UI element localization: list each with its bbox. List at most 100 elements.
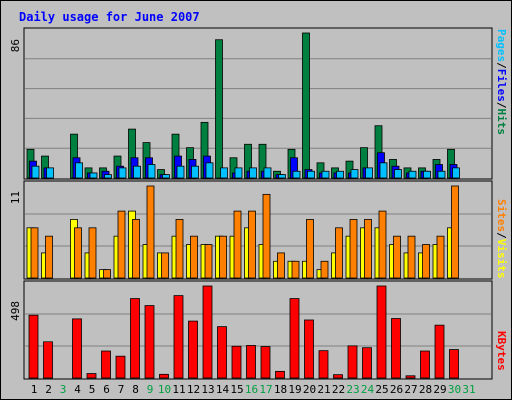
- panel2-legend: Sites/Visits: [495, 199, 508, 279]
- panel1-legend: Pages/Files/Hits: [495, 29, 508, 135]
- x-tick-label-21: 21: [317, 383, 330, 396]
- x-axis-labels: 1 2 3 4 5 6 7 8 9 10 11 12 13 14 15 16 17 18 19 20 21 22 23 24 2…: [31, 383, 476, 396]
- legend-separator: /: [495, 102, 508, 109]
- bar-kbytes-day-30: [449, 349, 459, 379]
- bar-kbytes-day-2: [43, 341, 53, 379]
- bar-pages-day-4: [75, 162, 83, 179]
- bar-pages-day-7: [118, 167, 127, 179]
- x-tick-label-7: 7: [118, 383, 125, 396]
- bar-pages-day-21: [321, 170, 330, 179]
- x-tick-label-22: 22: [332, 383, 345, 396]
- chart-title: Daily usage for June 2007: [19, 10, 200, 24]
- x-tick-label-4: 4: [74, 383, 81, 396]
- bar-pages-day-17: [263, 167, 272, 179]
- chart-panels: [23, 27, 493, 380]
- bar-pages-day-18: [278, 174, 286, 179]
- bar-pages-day-19: [292, 170, 301, 179]
- panel3-ymax-label: 498: [9, 301, 22, 321]
- bar-sites-day-14: [219, 235, 227, 279]
- panel-kbytes: [23, 280, 493, 380]
- bar-pages-day-12: [191, 165, 199, 179]
- x-tick-label-3: 3: [60, 383, 67, 396]
- bar-sites-day-9: [146, 185, 155, 279]
- x-tick-label-8: 8: [132, 383, 139, 396]
- bar-sites-day-7: [117, 210, 126, 279]
- bar-sites-day-15: [233, 210, 242, 279]
- bar-kbytes-day-28: [420, 350, 430, 379]
- bar-sites-day-2: [45, 235, 53, 279]
- bar-kbytes-day-10: [159, 373, 169, 379]
- bar-pages-day-29: [437, 170, 446, 179]
- bar-kbytes-day-8: [130, 298, 140, 379]
- bar-kbytes-day-13: [202, 285, 213, 379]
- bar-kbytes-day-29: [434, 324, 445, 379]
- legend-pages: Pages: [495, 29, 508, 62]
- legend-hits: Hits: [495, 109, 508, 136]
- bar-sites-day-8: [132, 219, 140, 279]
- bar-pages-day-20: [307, 170, 315, 179]
- x-tick-label-30: 30: [448, 383, 461, 396]
- x-tick-label-18: 18: [274, 383, 287, 396]
- bar-kbytes-day-7: [115, 355, 126, 379]
- bar-kbytes-day-5: [86, 373, 97, 379]
- bar-kbytes-day-9: [144, 305, 155, 379]
- bar-sites-day-11: [175, 219, 184, 279]
- legend-sites: Sites: [495, 199, 508, 232]
- x-tick-label-13: 13: [201, 383, 214, 396]
- bar-kbytes-day-11: [173, 295, 184, 379]
- bar-pages-day-24: [365, 167, 373, 179]
- bar-hits-day-14: [215, 39, 223, 179]
- bar-hits-day-20: [302, 32, 310, 179]
- bar-sites-day-28: [422, 244, 430, 279]
- bar-pages-day-13: [205, 162, 214, 179]
- bar-pages-day-10: [162, 174, 170, 179]
- bar-sites-day-19: [291, 260, 300, 279]
- bar-pages-day-15: [234, 167, 243, 179]
- bar-kbytes-day-16: [246, 345, 256, 379]
- bar-pages-day-23: [350, 169, 359, 179]
- x-tick-label-29: 29: [433, 383, 446, 396]
- bar-pages-day-2: [46, 167, 54, 179]
- bar-kbytes-day-26: [391, 318, 401, 379]
- x-tick-label-14: 14: [216, 383, 230, 396]
- bar-kbytes-day-24: [362, 347, 372, 379]
- x-tick-label-24: 24: [361, 383, 375, 396]
- bar-pages-day-11: [176, 165, 185, 179]
- panel3-legend: KBytes: [495, 331, 508, 371]
- x-tick-label-27: 27: [404, 383, 417, 396]
- bar-sites-day-30: [451, 185, 459, 279]
- legend-separator: /: [495, 232, 508, 239]
- x-tick-label-19: 19: [288, 383, 301, 396]
- bar-sites-day-17: [262, 193, 271, 279]
- x-tick-label-20: 20: [303, 383, 316, 396]
- bar-sites-day-12: [190, 235, 198, 279]
- x-tick-label-6: 6: [103, 383, 110, 396]
- bar-pages-day-5: [89, 172, 98, 179]
- x-tick-label-11: 11: [172, 383, 185, 396]
- bar-sites-day-1: [30, 227, 39, 279]
- panel2-ymax-label: 11: [9, 191, 22, 204]
- bar-kbytes-day-22: [333, 374, 343, 379]
- bar-sites-day-18: [277, 252, 285, 279]
- bar-pages-day-28: [423, 170, 431, 179]
- x-tick-label-28: 28: [419, 383, 432, 396]
- bar-sites-day-25: [378, 210, 387, 279]
- bar-sites-day-10: [161, 252, 169, 279]
- bar-pages-day-25: [379, 162, 388, 179]
- bar-sites-day-20: [306, 219, 314, 279]
- x-tick-label-31: 31: [462, 383, 475, 396]
- panel1-ymax-label: 86: [9, 39, 22, 52]
- bar-pages-day-30: [452, 167, 460, 179]
- bar-pages-day-9: [147, 164, 156, 179]
- bar-sites-day-24: [364, 219, 372, 279]
- bar-kbytes-day-20: [304, 319, 314, 379]
- x-tick-label-1: 1: [31, 383, 38, 396]
- bar-kbytes-day-6: [101, 350, 111, 379]
- bar-pages-day-8: [133, 165, 141, 179]
- x-tick-label-16: 16: [245, 383, 258, 396]
- bar-sites-day-29: [436, 235, 445, 279]
- bar-pages-day-22: [336, 170, 344, 179]
- x-tick-label-12: 12: [187, 383, 200, 396]
